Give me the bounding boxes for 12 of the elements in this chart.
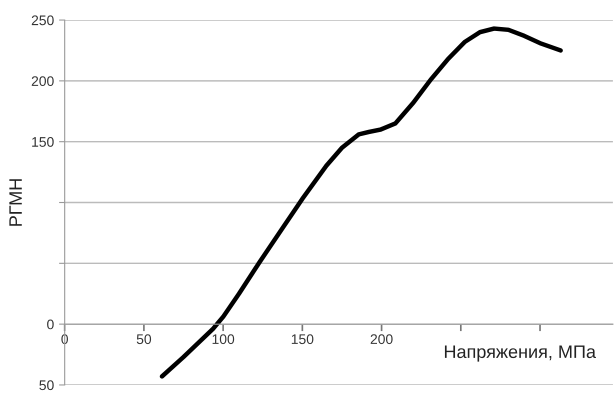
y-tick-label: 0 — [47, 319, 54, 330]
y-tick-label: 250 — [32, 15, 54, 26]
y-axis-title: РГМН — [9, 179, 22, 226]
y-tick-label: 150 — [32, 137, 54, 147]
x-tick-label: 50 — [136, 334, 152, 344]
x-tick-label: 150 — [292, 334, 314, 344]
y-tick-label: 50 — [39, 380, 54, 390]
x-axis-title: Напряжения, МПа — [444, 345, 596, 362]
x-tick-label: 200 — [370, 334, 393, 344]
x-tick-label: 0 — [61, 334, 68, 344]
x-tick-label: 100 — [212, 334, 234, 344]
y-tick-label: 200 — [32, 76, 54, 86]
